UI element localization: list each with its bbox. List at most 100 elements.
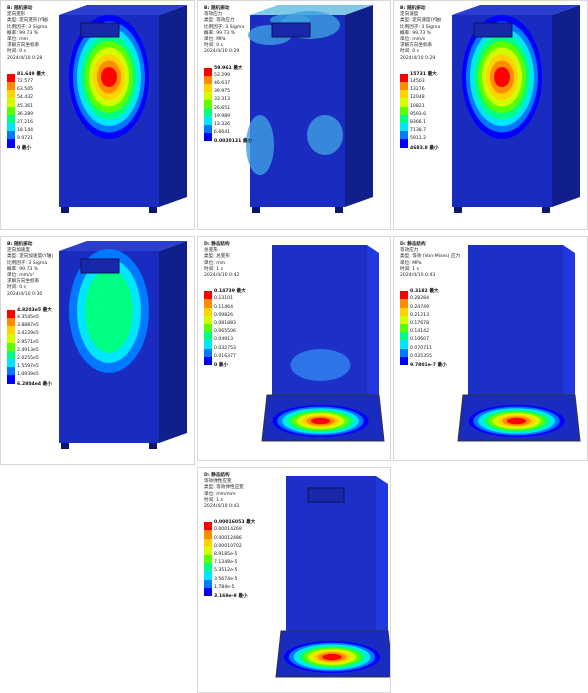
result-header: B: 随机振动 定向变形 类型: 定向变形(Y轴) 比例因子: 3 Sigma 概率: … — [7, 6, 49, 62]
legend-label: 3.169e-9 最小 — [214, 593, 248, 599]
legend-label: 0.10607 — [410, 337, 429, 343]
legend-swatch — [400, 81, 408, 91]
legend-swatch — [400, 315, 408, 324]
legend-swatch — [204, 554, 212, 564]
cabinet-side — [376, 476, 388, 671]
legend-label: 0.070711 — [410, 345, 432, 351]
header-line: 类型: 等效应力 — [204, 18, 235, 24]
legend-label: 0.00016053 最大 — [214, 520, 256, 526]
legend: 59.961 最大 53.299 46.637 39.975 33.313 26.651 1… — [204, 65, 294, 155]
header-line: 单位: MPa — [400, 260, 422, 266]
legend-swatch — [7, 114, 15, 123]
legend-label: 0.0020131 最小 — [214, 139, 253, 145]
legend-swatch — [204, 67, 212, 76]
front-panel-slot — [307, 487, 345, 503]
legend-swatch — [7, 375, 15, 384]
result-header: D: 静态结构 等效应力 类型: 等效 (Von-Mises) 应力 单位: MPa 时… — [400, 242, 460, 279]
contour-band — [290, 349, 351, 381]
result-panel: B: 随机振动 定向加速度 类型: 定向加速度(Y轴) 比例因子: 3 Sigma 概率… — [0, 236, 195, 465]
legend-label: 0.035355 — [410, 353, 432, 359]
header-line: 类型: 等效弹性应变 — [204, 485, 244, 491]
cabinet-top — [59, 241, 187, 251]
legend-label: 27.216 — [17, 119, 34, 125]
legend-swatch — [400, 332, 408, 341]
legend-swatch — [204, 538, 212, 547]
cabinet-side — [552, 5, 580, 207]
header-line: 类型: 等效 (Von-Mises) 应力 — [400, 254, 461, 260]
legend-swatch — [7, 334, 15, 343]
legend: 15731 最大 14503 13276 12048 10821 9593.6 8366.1… — [400, 71, 490, 161]
legend-swatch — [400, 73, 408, 82]
cabinet-foot — [454, 207, 462, 213]
legend-swatch — [204, 315, 212, 324]
contour-band — [494, 67, 510, 87]
legend-label: 4683.8 最小 — [410, 145, 439, 151]
legend-swatch — [400, 98, 408, 107]
legend-label: 3.5674e-5 — [214, 576, 238, 582]
cabinet-foot — [149, 207, 157, 213]
cabinet-foot — [61, 443, 69, 449]
legend-label: 0.24749 — [410, 304, 429, 310]
header-line: 求解方向坐标系 — [7, 43, 40, 49]
model-view — [246, 5, 373, 213]
legend-swatch — [204, 530, 212, 539]
header-line: 2024/4/10 0:30 — [7, 291, 43, 297]
legend: 4.8203e5 最大 4.3545e5 3.8887e5 3.4229e5 2.957… — [7, 307, 97, 397]
legend-label: 26.651 — [214, 105, 231, 111]
result-panel: B: 随机振动 定向速度 类型: 定向速度(Y轴) 比例因子: 3 Sigma 概率: … — [393, 0, 588, 230]
cabinet-foot — [149, 443, 157, 449]
header-line: 比例因子: 3 Sigma — [400, 24, 441, 30]
header-line: 2024/4/10 0:42 — [204, 273, 240, 279]
legend-label: 0.21213 — [410, 312, 429, 318]
legend-label: 0 最小 — [17, 145, 31, 151]
header-line: 时间: 0 s — [204, 43, 223, 49]
legend-swatch — [7, 309, 15, 318]
legend-label: 39.975 — [214, 89, 231, 95]
legend-swatch — [7, 90, 15, 99]
header-line: 定向加速度 — [7, 248, 30, 254]
header-line: B: 随机振动 — [7, 6, 33, 11]
legend-swatch — [204, 299, 212, 308]
contour-band — [322, 653, 342, 661]
header-line: B: 随机振动 — [7, 242, 33, 247]
model-view — [59, 5, 187, 213]
legend-swatch — [204, 340, 212, 349]
header-line: 类型: 定向变形(Y轴) — [7, 18, 49, 24]
legend-label: 36.289 — [17, 111, 34, 117]
cabinet-top — [452, 5, 580, 15]
result-header: B: 随机振动 定向加速度 类型: 定向加速度(Y轴) 比例因子: 3 Sigma 概率… — [7, 242, 53, 298]
header-line: 概率: 99.73 % — [7, 266, 39, 272]
header-line: 类型: 总变形 — [204, 254, 230, 260]
legend-label: 0.00010702 — [214, 543, 242, 549]
legend-swatch — [7, 131, 15, 140]
legend-swatch — [204, 348, 212, 357]
legend-swatch — [204, 571, 212, 580]
header-line: 比例因子: 3 Sigma — [7, 24, 48, 30]
cabinet-side — [345, 5, 373, 207]
header-line: 类型: 定向加速度(Y轴) — [7, 254, 54, 260]
header-line: 时间: 1 s — [204, 266, 223, 272]
legend-label: 0.00014269 — [214, 527, 242, 533]
legend-swatch — [400, 122, 408, 132]
legend-label: 2.4913e5 — [17, 347, 39, 353]
legend-label: 72.577 — [17, 78, 34, 84]
legend-label: 1.784e-5 — [214, 584, 235, 590]
legend-swatch — [400, 348, 408, 357]
legend-label: 18.144 — [17, 128, 34, 134]
legend-label: 0.3182 最大 — [410, 289, 439, 295]
header-line: 等效应力 — [204, 12, 223, 18]
result-panel: D: 静态结构 总变形 类型: 总变形 单位: mm 时间: 1 s 2024/4/10 … — [197, 236, 391, 461]
result-panel: B: 随机振动 等效应力 类型: 等效应力 比例因子: 3 Sigma 概率: 99.7… — [197, 0, 391, 230]
legend-label: 0.17678 — [410, 320, 429, 326]
header-line: 等效弹性应变 — [204, 479, 232, 485]
cabinet-foot — [61, 207, 69, 213]
header-line: D: 静态结构 — [204, 473, 230, 478]
legend-swatch — [7, 122, 15, 132]
legend-label: 0.032753 — [214, 345, 236, 351]
front-panel-slot — [271, 22, 311, 38]
legend-label: 9.0721 — [17, 136, 34, 142]
legend-swatch — [400, 356, 408, 365]
legend-label: 10821 — [410, 103, 425, 109]
legend: 0.3182 最大 0.28284 0.24749 0.21213 0.17678 0.1… — [400, 288, 490, 378]
cabinet-side — [563, 245, 575, 435]
